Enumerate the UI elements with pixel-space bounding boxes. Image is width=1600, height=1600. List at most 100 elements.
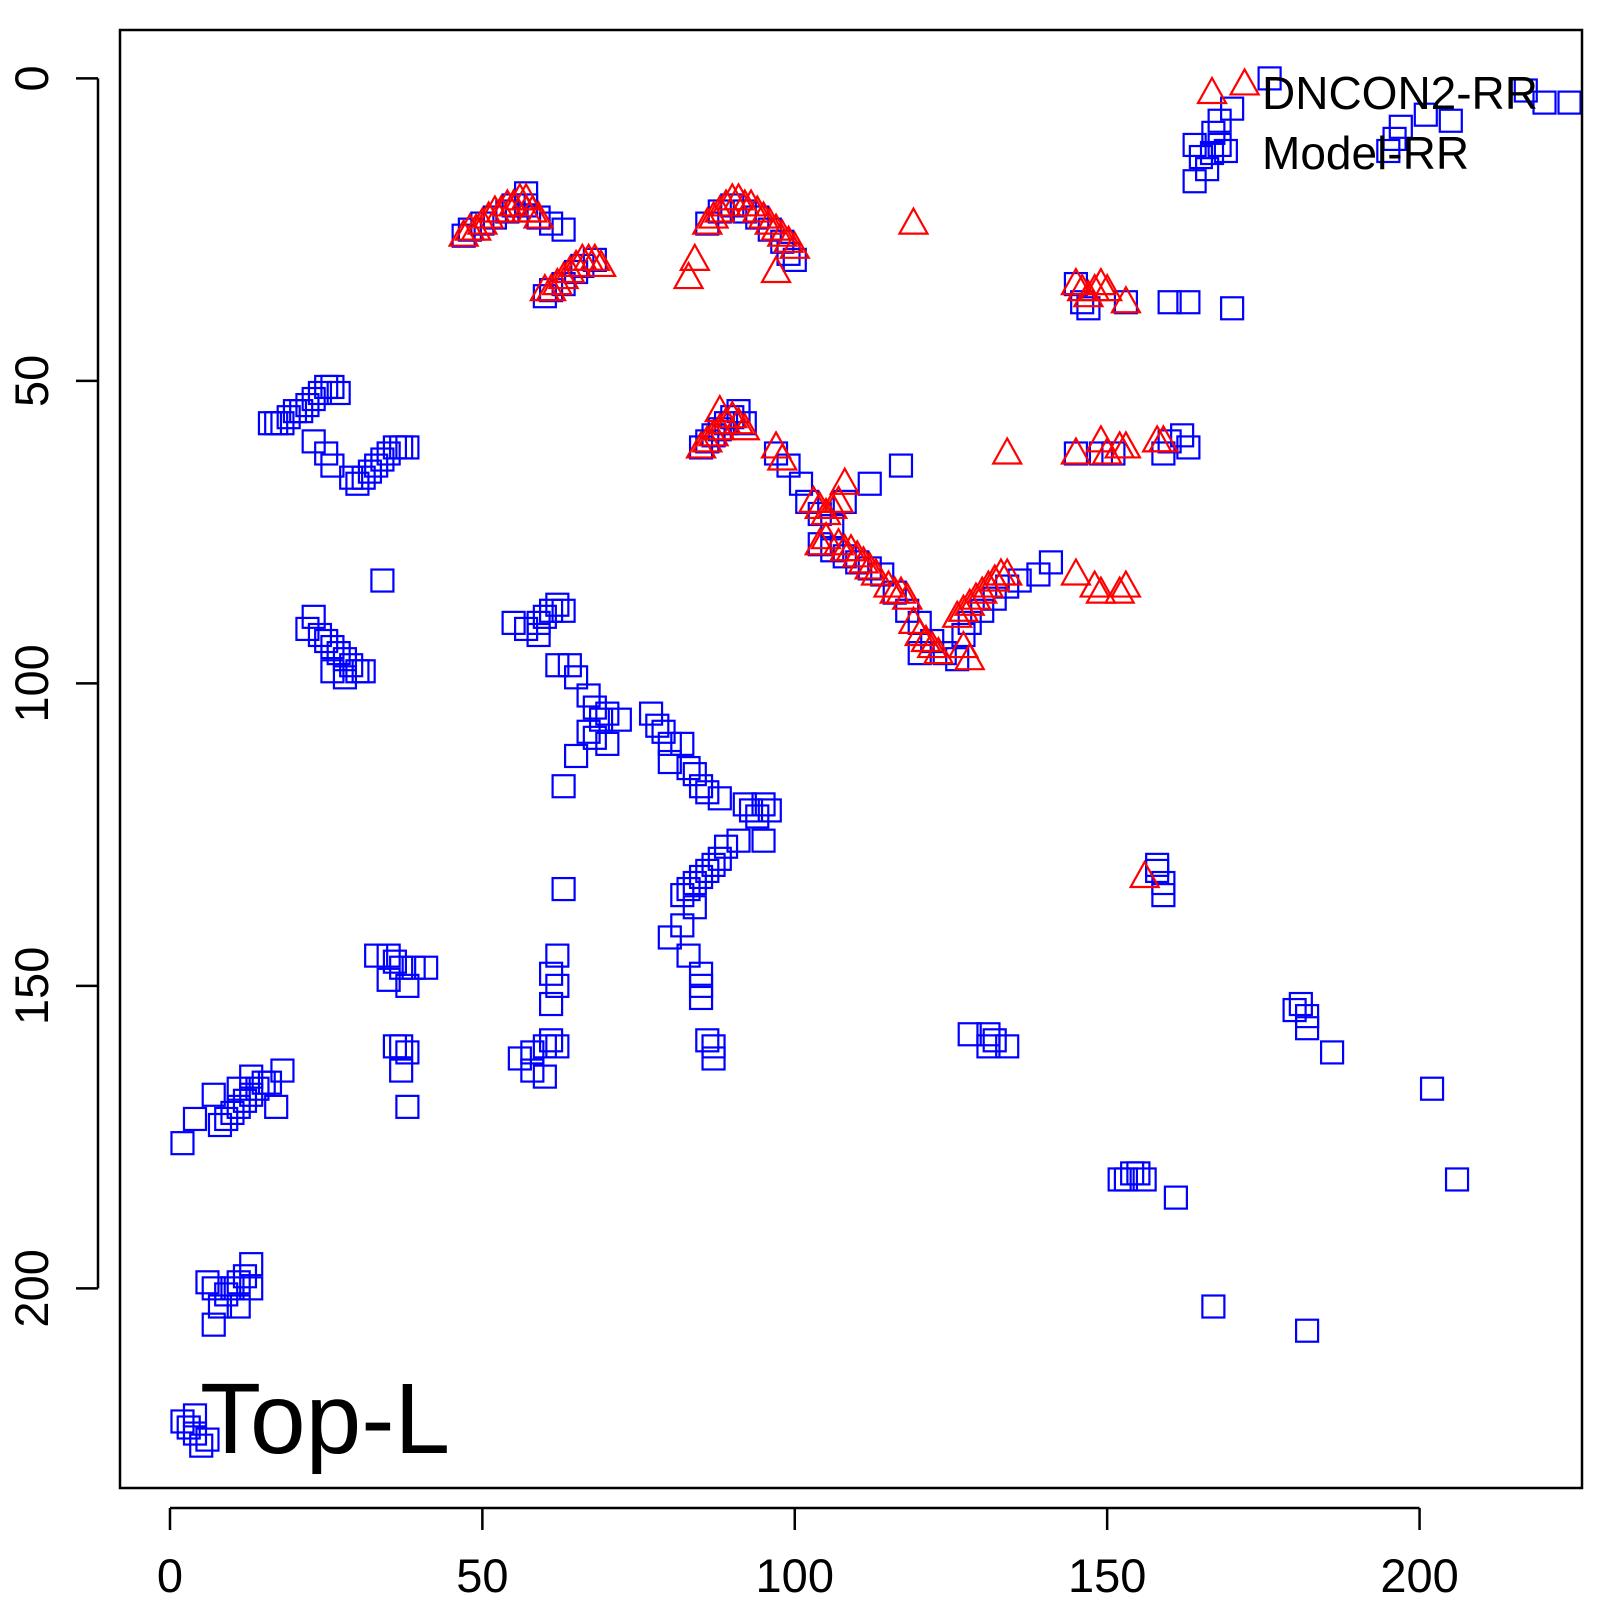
square-point xyxy=(389,1058,414,1083)
square-point xyxy=(1257,66,1282,91)
triangle-point xyxy=(1110,430,1142,459)
triangle-point xyxy=(991,436,1024,465)
square-point xyxy=(995,1034,1020,1059)
square-point xyxy=(539,598,564,623)
triangle-point xyxy=(778,230,811,259)
legend-entry: Model-RR xyxy=(1199,127,1469,179)
triangle-point xyxy=(822,526,855,556)
triangle-point xyxy=(1228,67,1261,96)
square-point xyxy=(1376,138,1401,164)
square-point xyxy=(788,471,814,496)
square-point xyxy=(201,1276,226,1301)
square-point xyxy=(207,1112,233,1138)
square-point xyxy=(888,453,914,478)
square-point xyxy=(1532,90,1557,115)
square-point xyxy=(201,1082,226,1107)
triangle-point xyxy=(922,635,955,665)
square-point xyxy=(320,659,345,684)
square-point xyxy=(189,1433,214,1458)
triangle-point xyxy=(1085,266,1117,296)
square-point xyxy=(320,374,345,400)
y-tick-label: 150 xyxy=(5,947,58,1025)
triangle-point xyxy=(760,212,792,241)
square-point xyxy=(676,876,701,902)
square-point xyxy=(1113,1167,1139,1192)
triangle-point xyxy=(910,623,942,653)
square-point xyxy=(414,955,439,980)
square-point xyxy=(757,798,782,823)
triangle-point xyxy=(741,194,774,223)
square-point xyxy=(670,731,695,756)
square-point xyxy=(738,798,764,823)
square-point xyxy=(1294,1016,1320,1041)
square-point xyxy=(1038,550,1064,575)
triangle-point xyxy=(766,442,799,471)
square-point xyxy=(376,441,401,466)
square-point xyxy=(339,465,364,490)
square-point xyxy=(239,1252,264,1277)
square-point xyxy=(1282,997,1307,1023)
square-point xyxy=(1151,883,1176,908)
square-point xyxy=(395,1094,420,1119)
triangle-point xyxy=(1060,266,1092,296)
triangle-point xyxy=(710,188,742,217)
square-point xyxy=(701,1046,726,1071)
legend-triangle-marker xyxy=(1196,75,1228,105)
square-point xyxy=(982,1028,1007,1053)
x-tick-label: 200 xyxy=(1380,1549,1458,1600)
triangle-point xyxy=(678,242,711,271)
triangle-point xyxy=(847,545,880,574)
legend-entry: DNCON2-RR xyxy=(1196,67,1538,119)
triangle-point xyxy=(722,405,755,435)
triangle-point xyxy=(903,617,936,647)
square-point xyxy=(1319,1040,1345,1065)
triangle-point xyxy=(1110,569,1142,598)
triangle-point xyxy=(753,206,786,235)
square-point xyxy=(751,792,776,817)
square-point xyxy=(301,604,326,629)
legend-label: DNCON2-RR xyxy=(1262,67,1538,119)
triangle-point xyxy=(1085,575,1117,604)
square-point xyxy=(1007,568,1032,593)
x-axis: 0 50 100 150 200 xyxy=(157,1506,1459,1600)
triangle-point xyxy=(885,575,917,604)
triangle-point xyxy=(1091,436,1124,465)
square-point xyxy=(545,973,570,998)
triangle-point xyxy=(841,539,874,568)
square-point xyxy=(645,713,670,738)
x-tick-label: 50 xyxy=(456,1549,508,1600)
square-point xyxy=(239,1064,264,1089)
square-point xyxy=(539,991,564,1017)
square-point xyxy=(539,1028,564,1053)
square-point xyxy=(226,1270,251,1295)
square-point xyxy=(657,749,682,775)
x-tick-label: 150 xyxy=(1068,1549,1146,1600)
triangle-point xyxy=(828,466,861,495)
triangle-point xyxy=(860,557,892,586)
triangle-point xyxy=(716,399,749,429)
square-point xyxy=(264,1094,289,1119)
square-point xyxy=(376,967,401,992)
plot-frame xyxy=(118,28,1584,1490)
square-point xyxy=(1419,1076,1445,1101)
square-point xyxy=(170,1131,195,1156)
square-point xyxy=(1176,290,1201,315)
triangle-point xyxy=(797,484,830,513)
square-point xyxy=(1438,108,1463,133)
square-point xyxy=(1444,1167,1470,1192)
triangle-point xyxy=(1091,272,1124,302)
square-point xyxy=(782,247,807,272)
square-point xyxy=(657,731,682,756)
triangle-point xyxy=(760,254,792,284)
square-point xyxy=(751,828,776,853)
square-point xyxy=(395,435,420,460)
triangle-point xyxy=(978,563,1011,592)
square-point xyxy=(389,1034,414,1059)
square-point xyxy=(257,1070,283,1095)
square-point xyxy=(326,380,351,406)
legend-square-marker xyxy=(1199,140,1225,166)
triangle-point xyxy=(1060,557,1092,586)
square-point xyxy=(182,1106,208,1132)
triangle-point xyxy=(835,533,867,562)
